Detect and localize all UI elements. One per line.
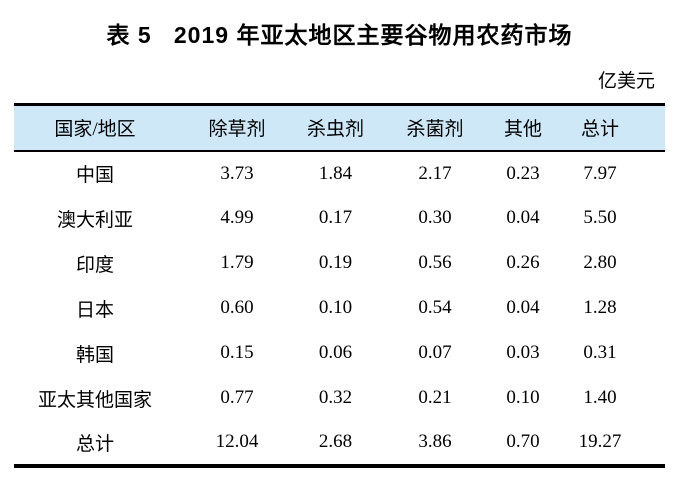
row-label: 中国 xyxy=(75,165,114,186)
row-label: 亚太其他国家 xyxy=(37,389,152,411)
table-cell: 0.19 xyxy=(318,252,353,273)
table-cell: 2.17 xyxy=(418,162,452,184)
row-label: 日本 xyxy=(75,299,114,321)
table-title: 表 5 2019 年亚太地区主要谷物用农药市场 xyxy=(106,22,573,48)
table-row: 印度 1.79 0.19 0.56 0.26 2.80 xyxy=(14,241,665,286)
table-row-total: 总计 12.04 2.68 3.86 0.70 19.27 xyxy=(14,421,665,466)
table-row: 中国 3.73 1.84 2.17 0.23 7.97 xyxy=(14,151,665,196)
table-row: 澳大利亚 4.99 0.17 0.30 0.04 5.50 xyxy=(14,196,665,241)
table-cell: 4.99 xyxy=(220,207,254,228)
table-cell: 0.23 xyxy=(506,162,540,184)
table-cell: 0.31 xyxy=(583,342,617,363)
table-cell: 12.04 xyxy=(215,431,259,452)
column-header-insecticide: 杀虫剂 xyxy=(306,119,364,141)
table-row: 日本 0.60 0.10 0.54 0.04 1.28 xyxy=(14,286,665,331)
table-row: 韩国 0.15 0.06 0.07 0.03 0.31 xyxy=(14,331,665,376)
table-cell: 0.06 xyxy=(318,342,353,363)
table-cell: 0.15 xyxy=(220,342,254,363)
row-label: 总计 xyxy=(75,433,114,455)
table-cell: 0.54 xyxy=(418,297,452,318)
column-header-fungicide: 杀菌剂 xyxy=(406,119,464,141)
table-cell: 0.60 xyxy=(220,297,254,318)
column-header-country: 国家/地区 xyxy=(54,119,136,141)
table-cell: 0.70 xyxy=(506,431,540,452)
table-cell: 3.86 xyxy=(418,431,452,452)
column-header-total: 总计 xyxy=(580,119,619,141)
table-cell: 5.50 xyxy=(583,207,617,228)
table-body: 中国 3.73 1.84 2.17 0.23 7.97 澳大利亚 4.99 0.… xyxy=(14,151,665,466)
table-cell: 0.77 xyxy=(220,387,254,408)
table-cell: 0.21 xyxy=(418,387,452,408)
table-cell: 0.26 xyxy=(506,252,540,273)
table-cell: 1.84 xyxy=(318,162,353,184)
row-label: 印度 xyxy=(75,254,114,276)
table-cell: 1.79 xyxy=(220,252,254,273)
header-row: 国家/地区 除草剂 杀虫剂 杀菌剂 其他 总计 xyxy=(14,104,665,151)
table-cell: 0.10 xyxy=(506,387,540,408)
unit-label: 亿美元 xyxy=(597,71,655,92)
table-cell: 0.04 xyxy=(506,207,540,228)
column-header-herbicide: 除草剂 xyxy=(208,119,266,141)
table-cell: 0.30 xyxy=(418,207,452,228)
table-cell: 2.80 xyxy=(583,252,617,273)
table-cell: 0.07 xyxy=(418,342,452,363)
table-cell: 1.40 xyxy=(583,387,617,408)
table-header: 国家/地区 除草剂 杀虫剂 杀菌剂 其他 总计 xyxy=(14,104,665,151)
table-row: 亚太其他国家 0.77 0.32 0.21 0.10 1.40 xyxy=(14,376,665,421)
table-cell: 0.32 xyxy=(318,387,353,408)
table-cell: 2.68 xyxy=(318,431,353,452)
table-cell: 0.03 xyxy=(506,342,540,363)
table-cell: 3.73 xyxy=(220,162,254,184)
pesticide-market-table: 国家/地区 除草剂 杀虫剂 杀菌剂 其他 总计 中国 3.73 1.84 2.1… xyxy=(14,103,665,468)
table-cell: 0.10 xyxy=(318,297,353,318)
table-cell: 0.04 xyxy=(506,297,540,318)
table-cell: 0.17 xyxy=(318,207,353,228)
table-cell: 1.28 xyxy=(583,297,617,318)
row-label: 韩国 xyxy=(75,344,114,366)
table-cell: 19.27 xyxy=(578,431,622,452)
table-cell: 7.97 xyxy=(583,162,617,184)
row-label: 澳大利亚 xyxy=(56,209,133,231)
column-header-other: 其他 xyxy=(503,119,542,141)
table-cell: 0.56 xyxy=(418,252,452,273)
